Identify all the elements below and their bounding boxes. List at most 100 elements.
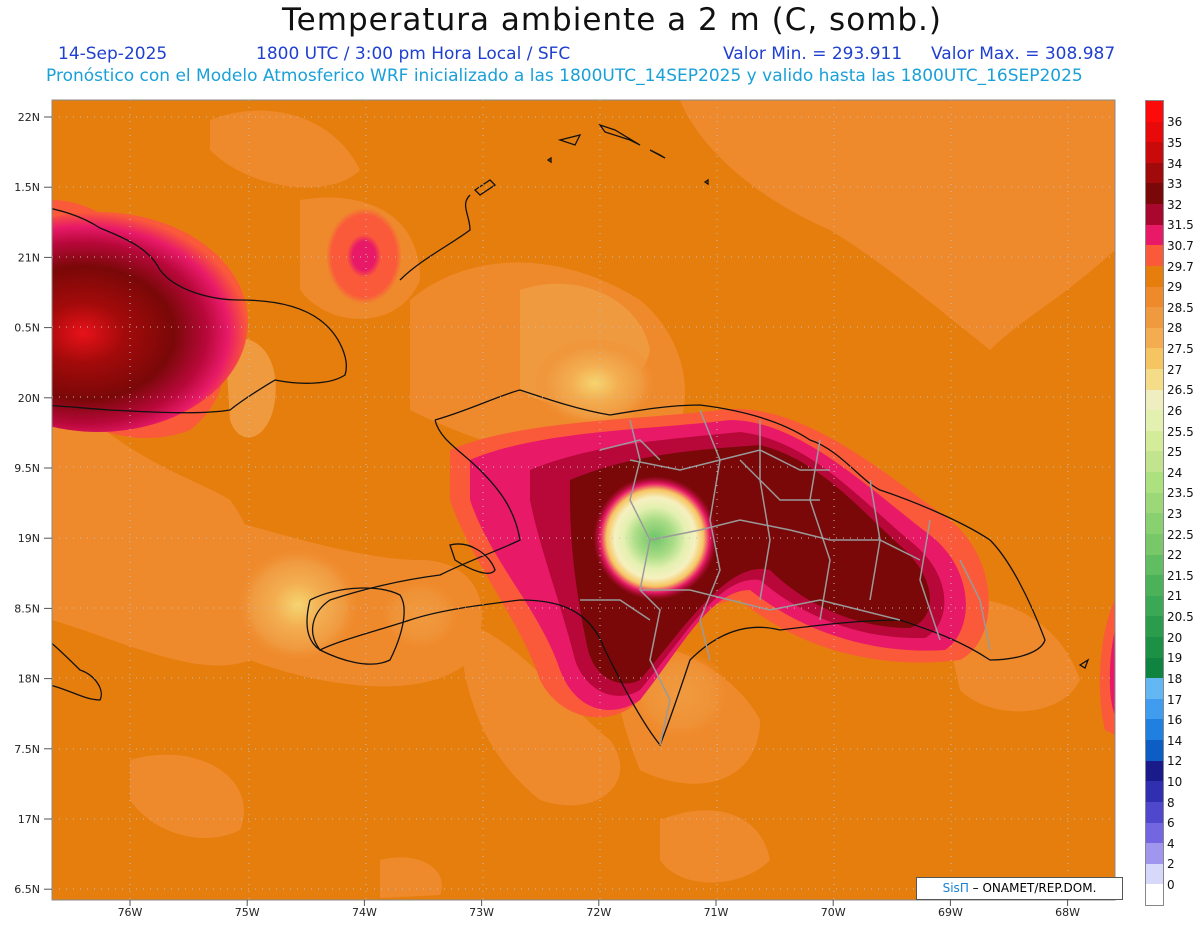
lon-tick-label: 72W — [586, 906, 611, 919]
coastlines — [52, 123, 1090, 747]
colorbar-label: 8 — [1167, 795, 1175, 810]
map-frame — [51, 99, 1116, 901]
colorbar-label: 36 — [1167, 115, 1183, 130]
colorbar-label: 18 — [1167, 671, 1183, 686]
colorbar-swatch — [1146, 265, 1163, 288]
forecast-description: Pronóstico con el Modelo Atmosferico WRF… — [46, 66, 1083, 86]
lat-tick-label: 18N — [18, 673, 40, 686]
colorbar-label: 28 — [1167, 321, 1183, 336]
lat-tick-label: 20N — [18, 392, 40, 405]
colorbar-swatch — [1146, 142, 1163, 164]
latitude-axis: 22N 1.5N 21N 0.5N 20N 9.5N 19N 8.5N 18N 7.5N 17N 6.… — [14, 111, 52, 896]
colorbar-label: 32 — [1167, 197, 1183, 212]
coast-mona — [1078, 658, 1090, 669]
colorbar-swatch — [1146, 513, 1163, 535]
colorbar-swatch — [1146, 204, 1163, 226]
colorbar-swatch — [1146, 637, 1163, 659]
coast-tiburon — [306, 587, 405, 665]
colorbar-swatch — [1146, 101, 1163, 123]
colorbar-swatch — [1146, 492, 1163, 514]
colorbar-swatch — [1146, 307, 1163, 329]
lon-tick-label: 74W — [352, 906, 377, 919]
lon-tick-label: 69W — [938, 906, 963, 919]
coast-small-cays — [546, 156, 709, 186]
colorbar-swatch — [1146, 162, 1163, 184]
colorbar-label: 25.5 — [1167, 424, 1194, 439]
graticule — [52, 100, 1115, 900]
hot-region-cuba — [52, 212, 248, 432]
colorbar-label: 23.5 — [1167, 486, 1194, 501]
colorbar-swatch — [1146, 595, 1163, 617]
colorbar-swatch — [1146, 183, 1163, 205]
colorbar-label: 22 — [1167, 548, 1183, 563]
colorbar-swatch — [1146, 719, 1163, 741]
temperature-colorbar — [1145, 100, 1164, 906]
colorbar-label: 27 — [1167, 362, 1183, 377]
colorbar-swatch — [1146, 286, 1163, 308]
hot-region-east-edge-core — [1109, 630, 1115, 715]
colorbar-swatch — [1146, 760, 1163, 782]
lat-tick-label: 6.5N — [14, 883, 40, 896]
coast-turks — [649, 149, 666, 159]
colorbar-label: 25 — [1167, 445, 1183, 460]
colorbar-swatch — [1146, 863, 1163, 885]
colorbar-label: 2 — [1167, 857, 1175, 872]
lat-tick-label: 17N — [18, 813, 40, 826]
lat-tick-label: 19N — [18, 532, 40, 545]
colorbar-label: 6 — [1167, 816, 1175, 831]
lon-tick-label: 70W — [821, 906, 846, 919]
lat-tick-label: 21N — [18, 251, 40, 264]
colorbar-swatch — [1146, 575, 1163, 597]
lat-tick-label: 0.5N — [14, 322, 40, 335]
lat-tick-label: 9.5N — [14, 462, 40, 475]
colorbar-swatch — [1146, 678, 1163, 700]
map-title: Temperatura ambiente a 2 m (C, somb.) — [282, 2, 942, 38]
colorbar-swatch — [1146, 472, 1163, 494]
colorbar-label: 20.5 — [1167, 610, 1194, 625]
coast-inagua — [399, 194, 471, 281]
coast-mayaguana — [473, 179, 497, 196]
valid-time: 1800 UTC / 3:00 pm Hora Local / SFC — [256, 44, 571, 64]
colorbar-label: 12 — [1167, 754, 1183, 769]
colorbar-label: 0 — [1167, 878, 1175, 893]
warm-spot-north-hispaniola — [533, 338, 657, 428]
lon-tick-label: 68W — [1055, 906, 1080, 919]
lon-tick-label: 76W — [118, 906, 143, 919]
colorbar-swatch — [1146, 389, 1163, 411]
colorbar-label: 10 — [1167, 775, 1183, 789]
colorbar-swatch — [1146, 327, 1163, 349]
colorbar-swatch — [1146, 884, 1163, 905]
hot-region-east-edge — [1099, 600, 1115, 735]
min-value: Valor Min. = 293.911 — [723, 44, 903, 64]
forecast-date: 14-Sep-2025 — [58, 44, 168, 64]
credit-text: – ONAMET/REP.DOM. — [972, 881, 1097, 895]
colorbar-swatch — [1146, 410, 1163, 432]
colorbar-swatch — [1146, 616, 1163, 638]
colorbar-label: 30.7 — [1167, 239, 1194, 253]
colorbar-label: 29 — [1167, 280, 1183, 295]
colorbar-label: 23 — [1167, 507, 1183, 521]
colorbar-label: 21.5 — [1167, 568, 1194, 583]
colorbar-label: 20 — [1167, 630, 1183, 645]
coast-hispaniola — [311, 389, 1046, 747]
colorbar-swatch — [1146, 843, 1163, 865]
colorbar-label: 24 — [1167, 465, 1183, 480]
lat-tick-label: 1.5N — [14, 181, 40, 194]
colorbar-label: 35 — [1167, 135, 1183, 150]
coast-cuba — [52, 208, 347, 414]
max-value: Valor Max. = 308.987 — [931, 44, 1116, 64]
lat-tick-label: 22N — [18, 111, 40, 124]
longitude-axis: 76W 75W 74W 73W 72W 71W 70W 69W 68W — [118, 900, 1080, 919]
province-borders — [580, 409, 991, 746]
lon-tick-label: 75W — [235, 906, 260, 919]
colorbar-swatch — [1146, 698, 1163, 720]
colorbar-label: 17 — [1167, 692, 1183, 707]
colorbar-label: 26 — [1167, 403, 1183, 418]
colorbar-swatch — [1146, 121, 1163, 143]
colorbar-label: 26.5 — [1167, 383, 1194, 398]
hot-spot-inagua — [326, 208, 402, 304]
colorbar-swatch — [1146, 822, 1163, 844]
colorbar-swatch — [1146, 801, 1163, 824]
lon-tick-label: 73W — [469, 906, 494, 919]
